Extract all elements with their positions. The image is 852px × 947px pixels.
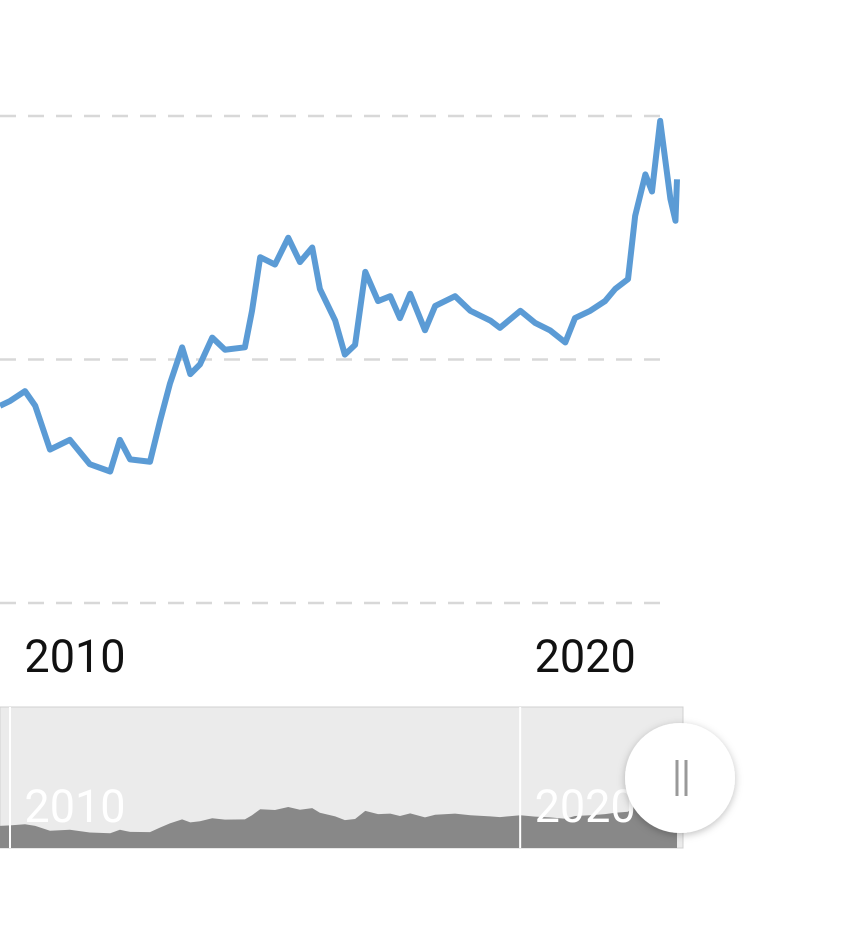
navigator-label: 2010 xyxy=(24,780,125,833)
x-tick-label: 2010 xyxy=(24,630,125,683)
navigator-label: 2020 xyxy=(535,780,636,833)
navigator: 2010 2020 xyxy=(0,707,677,848)
plot-area: 2010 2020 xyxy=(0,114,680,683)
navigator-handle[interactable] xyxy=(625,723,735,833)
price-line xyxy=(0,117,680,475)
handle-circle[interactable] xyxy=(625,723,735,833)
x-tick-label: 2020 xyxy=(535,630,636,683)
navigator-area xyxy=(0,793,677,848)
